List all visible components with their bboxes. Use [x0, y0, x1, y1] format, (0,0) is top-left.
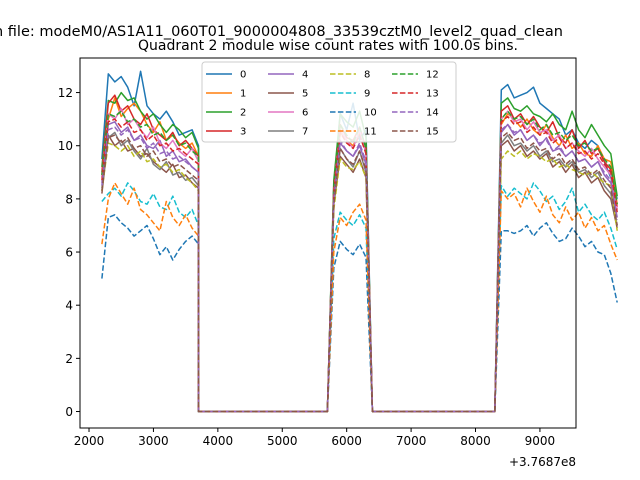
- series-line-10: [101, 214, 618, 413]
- legend-label-14: 14: [426, 108, 439, 119]
- y-tick-label: 0: [65, 405, 73, 419]
- x-tick-label: 3000: [138, 434, 169, 448]
- y-tick-label: 6: [65, 246, 73, 260]
- legend-label-1: 1: [240, 89, 246, 100]
- legend-label-0: 0: [240, 70, 246, 81]
- series-line-6: [101, 107, 618, 413]
- x-tick-label: 2000: [74, 434, 105, 448]
- series-line-14: [101, 123, 618, 413]
- legend-label-4: 4: [302, 70, 308, 81]
- x-tick-label: 8000: [460, 434, 491, 448]
- series-line-8: [101, 142, 618, 413]
- legend-label-9: 9: [364, 89, 370, 100]
- series-line-4: [101, 121, 618, 413]
- legend-label-13: 13: [426, 89, 439, 100]
- y-tick-label: 10: [58, 139, 73, 153]
- legend-label-3: 3: [240, 127, 246, 138]
- x-tick-label: 9000: [525, 434, 556, 448]
- y-axis: 0 2 4 6 8 10 12: [58, 86, 80, 419]
- legend-label-12: 12: [426, 70, 439, 81]
- y-tick-label: 4: [65, 299, 73, 313]
- series-line-7: [101, 131, 618, 413]
- legend-label-2: 2: [240, 108, 246, 119]
- series-line-9: [101, 182, 618, 413]
- series-line-5: [101, 134, 618, 413]
- series-line-15: [101, 131, 618, 413]
- x-tick-label: 4000: [203, 434, 234, 448]
- x-tick-label: 7000: [396, 434, 427, 448]
- y-tick-label: 8: [65, 192, 73, 206]
- suptitle: n file: modeM0/AS1A11_060T01_9000004808_…: [0, 24, 563, 40]
- y-tick-label: 2: [65, 352, 73, 366]
- x-tick-label: 5000: [267, 434, 298, 448]
- legend-label-6: 6: [302, 108, 308, 119]
- series-line-11: [101, 182, 618, 413]
- legend-label-11: 11: [364, 127, 377, 138]
- legend-label-7: 7: [302, 127, 308, 138]
- legend-label-10: 10: [364, 108, 377, 119]
- legend-label-15: 15: [426, 127, 439, 138]
- x-tick-label: 6000: [331, 434, 362, 448]
- plot-frame: [79, 57, 577, 429]
- legend-box: [201, 61, 457, 143]
- chart-title: Quadrant 2 module wise count rates with …: [138, 38, 518, 54]
- y-tick-label: 12: [58, 86, 73, 100]
- x-offset-label: +3.7687e8: [509, 455, 576, 469]
- legend-label-5: 5: [302, 89, 308, 100]
- x-axis: 2000 3000 4000 5000 6000 7000 8000 9000: [74, 428, 555, 448]
- legend-label-8: 8: [364, 70, 370, 81]
